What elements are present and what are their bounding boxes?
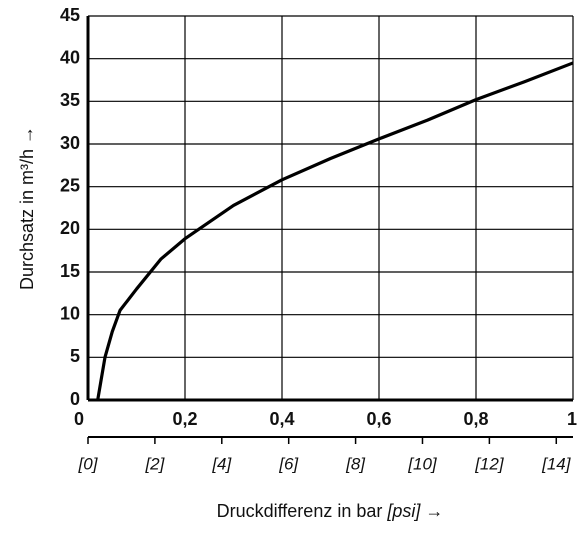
x-label-arrow: → [420, 501, 443, 521]
y-axis-label: Durchsatz in m³/h → [17, 126, 37, 290]
x-tick-label: 0,8 [463, 409, 488, 429]
x2-tick-label: [12] [474, 454, 505, 473]
x-axis-label: Druckdifferenz in bar [psi] → [217, 501, 444, 521]
curve [96, 61, 574, 401]
y-tick-label: 35 [60, 90, 80, 110]
x-label-unit: [psi] [386, 501, 421, 521]
x2-tick-label: [8] [345, 454, 366, 473]
x2-tick-label: [10] [407, 454, 438, 473]
y-tick-label: 20 [60, 218, 80, 238]
y-tick-label: 0 [70, 389, 80, 409]
y-tick-label: 45 [60, 5, 80, 25]
x2-tick-label: [2] [144, 454, 165, 473]
y-tick-label: 30 [60, 133, 80, 153]
y-tick-label: 15 [60, 261, 80, 281]
x2-tick-label: [6] [278, 454, 299, 473]
x2-tick-label: [0] [78, 454, 99, 473]
x2-tick-label: [4] [211, 454, 232, 473]
x-tick-label: 0 [74, 409, 84, 429]
y-tick-label: 25 [60, 175, 80, 195]
y-tick-label: 40 [60, 47, 80, 67]
y-tick-label: 5 [70, 346, 80, 366]
y-tick-label: 10 [60, 303, 80, 323]
x2-tick-label: [14] [541, 454, 572, 473]
x-tick-label: 0,6 [366, 409, 391, 429]
x-tick-label: 0,2 [172, 409, 197, 429]
x-tick-label: 1 [567, 409, 577, 429]
x-tick-label: 0,4 [269, 409, 294, 429]
x-label-text: Druckdifferenz in bar [217, 501, 388, 521]
